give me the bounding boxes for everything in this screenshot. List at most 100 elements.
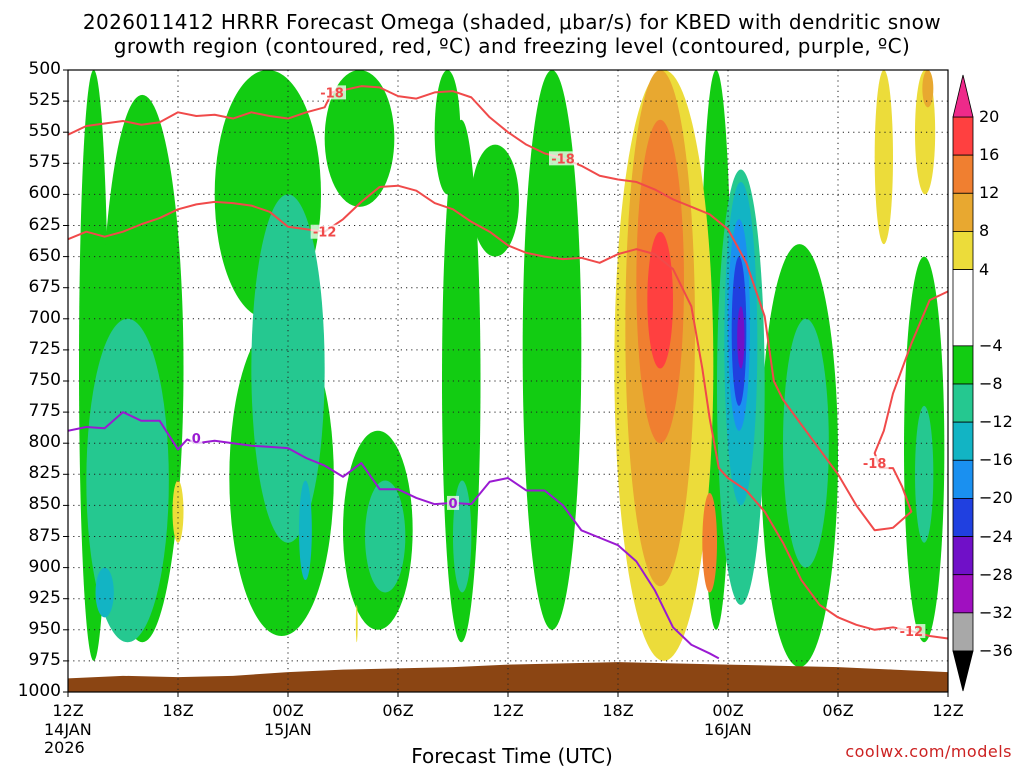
y-tick-label: 625	[28, 214, 61, 235]
contour-label-bg	[310, 224, 339, 239]
colorbar-band-12	[952, 612, 974, 652]
date-label: 15JAN	[264, 720, 312, 739]
contour-label-bg	[549, 151, 577, 166]
omega-region-6	[251, 194, 325, 543]
omega-region-33	[874, 70, 893, 245]
colorbar-band-2	[952, 192, 974, 232]
x-tick-label: 12Z	[492, 701, 524, 720]
y-tick-label: 825	[28, 463, 61, 484]
x-tick-label: 12Z	[52, 701, 84, 720]
contour-label-bg	[318, 85, 346, 100]
colorbar-label: −20	[979, 488, 1013, 508]
omega-region-32	[355, 604, 358, 643]
omega-region-20	[915, 405, 934, 543]
colorbar-band-5	[952, 345, 974, 385]
contour-label-bg	[860, 456, 889, 471]
chart-subtitle: growth region (contoured, red, ºC) and f…	[113, 34, 911, 58]
y-tick-label: 550	[28, 121, 61, 142]
omega-region-24	[702, 492, 718, 593]
colorbar-label: −32	[979, 602, 1013, 622]
y-tick-label: 675	[28, 276, 61, 297]
omega-region-31	[172, 480, 184, 543]
y-tick-label: 725	[28, 338, 61, 359]
chart-title: 2026011412 HRRR Forecast Omega (shaded, …	[82, 10, 942, 34]
contour-label-bg	[190, 431, 203, 446]
contour-label: -18	[320, 86, 344, 101]
colorbar-band-9	[952, 498, 974, 537]
y-tick-label: 575	[28, 152, 61, 173]
y-tick-label: 800	[28, 432, 61, 453]
colorbar-label: −24	[979, 526, 1013, 546]
x-tick-label: 06Z	[382, 701, 414, 720]
contour-label: 0	[192, 432, 201, 447]
date-label: 14JAN	[44, 720, 92, 739]
colorbar-label: 8	[979, 221, 990, 241]
omega-region-10	[365, 480, 406, 593]
colorbar-label: 4	[979, 259, 990, 279]
y-tick-label: 925	[28, 587, 61, 608]
colorbar-band-0	[952, 116, 974, 156]
y-tick-label: 500	[28, 59, 61, 79]
contour-label-bg	[897, 624, 926, 639]
colorbar-label: −36	[979, 641, 1013, 660]
contour-label: -18	[863, 457, 887, 472]
omega-region-14	[471, 144, 519, 257]
omega-region-25	[647, 231, 674, 369]
omega-region-12	[442, 119, 481, 643]
y-tick-label: 600	[28, 183, 61, 204]
colorbar-band-6	[952, 383, 974, 423]
omega-region-30	[737, 306, 745, 369]
omega-region-2	[86, 318, 169, 643]
colorbar-over-triangle	[952, 74, 974, 118]
colorbar-label: −4	[979, 335, 1003, 355]
colorbar-label: −12	[979, 412, 1013, 432]
contour-label: 0	[448, 497, 457, 512]
colorbar-label: 12	[979, 183, 1000, 203]
colorbar-band-7	[952, 421, 974, 461]
y-tick-label: 525	[28, 90, 61, 111]
colorbar-label: 16	[979, 145, 1000, 165]
omega-region-3	[95, 567, 114, 618]
colorbar-band-1	[952, 154, 974, 194]
y-tick-label: 850	[28, 494, 61, 515]
y-tick-label: 775	[28, 401, 61, 422]
colorbar-label: −16	[979, 450, 1013, 470]
x-tick-label: 18Z	[162, 701, 194, 720]
y-tick-label: 650	[28, 245, 61, 266]
y-tick-label: 950	[28, 618, 61, 639]
y-tick-label: 700	[28, 307, 61, 328]
contour-label: -12	[313, 226, 337, 241]
omega-region-35	[922, 70, 934, 108]
contour-line-2	[68, 411, 720, 660]
colorbar-band-3	[952, 231, 974, 270]
colorbar-band-8	[952, 459, 974, 499]
y-tick-label: 750	[28, 370, 61, 390]
x-tick-label: 00Z	[712, 701, 744, 720]
omega-region-18	[783, 318, 829, 568]
colorbar-band-4	[952, 269, 974, 347]
colorbar-band-11	[952, 574, 974, 614]
x-tick-label: 06Z	[822, 701, 854, 720]
x-tick-label: 18Z	[602, 701, 634, 720]
x-axis-title: Forecast Time (UTC)	[411, 744, 613, 768]
credit-text: coolwx.com/models	[845, 742, 1012, 761]
colorbar-label: −8	[979, 374, 1003, 393]
y-tick-label: 900	[28, 556, 61, 577]
colorbar-label: −28	[979, 564, 1013, 584]
contour-label-bg	[447, 495, 459, 510]
x-tick-label: 12Z	[932, 701, 964, 720]
date-label: 16JAN	[704, 720, 752, 739]
colorbar-under-triangle	[952, 650, 974, 692]
colorbar-label: 20	[979, 107, 1000, 126]
date-label: 2026	[44, 738, 85, 757]
contour-label: -12	[900, 625, 924, 640]
y-tick-label: 875	[28, 525, 61, 546]
colorbar-band-10	[952, 536, 974, 576]
contour-label: -18	[551, 152, 575, 167]
omega-region-8	[324, 70, 395, 207]
x-tick-label: 00Z	[272, 701, 304, 720]
contour-line-1	[68, 184, 948, 640]
y-tick-label: 975	[28, 649, 61, 670]
y-tick-label: 1000	[17, 681, 61, 701]
